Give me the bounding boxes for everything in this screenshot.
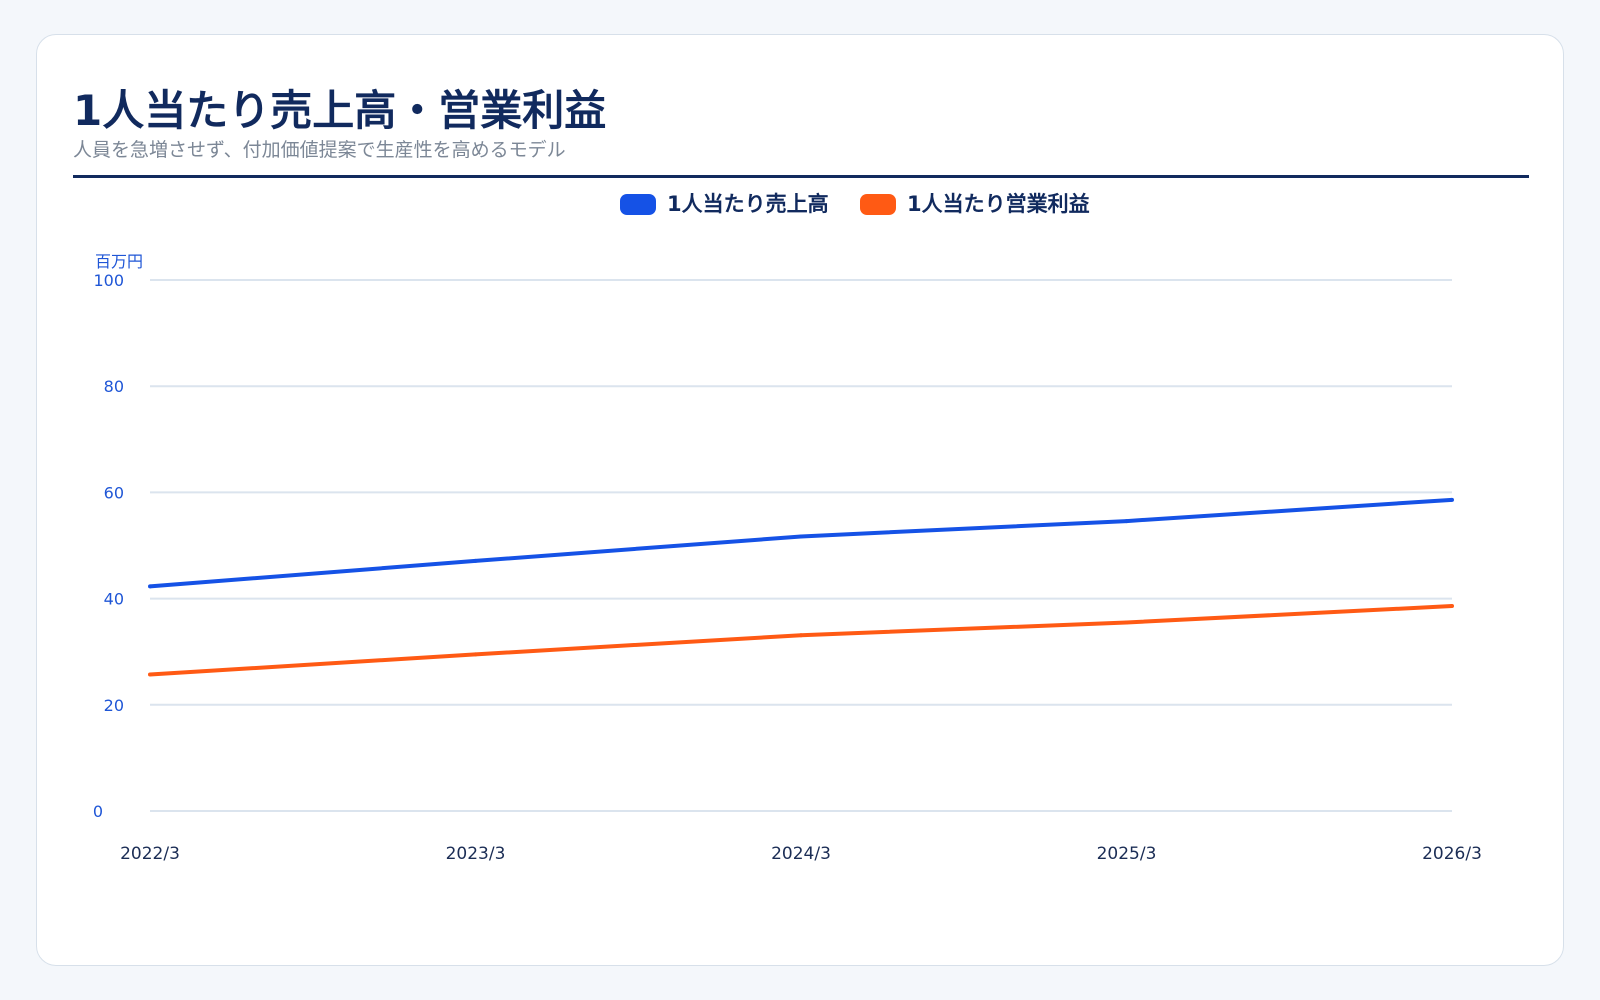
legend-item-sales[interactable]: 1人当たり売上高 (620, 192, 829, 216)
data-point-sales (1124, 519, 1129, 524)
data-point-profit (1124, 620, 1129, 625)
y-tick-label: 80 (104, 377, 124, 396)
series-line-sales (149, 497, 1453, 589)
data-point-profit (148, 672, 152, 677)
y-tick-label: 0 (93, 802, 103, 821)
title-divider (73, 175, 1529, 178)
page-subtitle: 人員を急増させず、付加価値提案で生産性を高めるモデル (73, 139, 566, 161)
y-axis-ticks: 0 20 40 60 80 100 (93, 271, 124, 821)
y-tick-label: 40 (104, 590, 124, 609)
data-point-profit (799, 633, 803, 638)
y-tick-label: 100 (93, 271, 124, 290)
legend-label-profit: 1人当たり営業利益 (907, 192, 1090, 216)
data-point-profit (473, 652, 478, 657)
y-tick-label: 20 (104, 696, 124, 715)
y-axis-unit-label: 百万円 (95, 252, 143, 271)
legend-label-sales: 1人当たり売上高 (667, 192, 829, 216)
data-point-sales (799, 534, 803, 539)
series-lines (148, 497, 1454, 677)
x-tick-label: 2023/3 (446, 844, 506, 864)
x-tick-label: 2022/3 (120, 844, 180, 864)
x-axis-ticks: 2022/3 2023/3 2024/3 2025/3 2026/3 (120, 844, 1482, 864)
gridlines (150, 279, 1452, 812)
page-title: 1人当たり売上高・営業利益 (73, 86, 607, 135)
data-point-sales (473, 558, 478, 563)
data-point-sales (1450, 497, 1454, 502)
series-line-profit (149, 604, 1453, 677)
data-point-sales (148, 584, 152, 589)
x-tick-label: 2025/3 (1097, 844, 1157, 864)
data-point-profit (1450, 604, 1454, 609)
y-tick-label: 60 (104, 483, 124, 502)
legend-item-profit[interactable]: 1人当たり営業利益 (860, 192, 1090, 216)
x-tick-label: 2026/3 (1422, 844, 1482, 864)
x-tick-label: 2024/3 (771, 844, 831, 864)
legend-swatch-sales (620, 194, 656, 215)
legend: 1人当たり売上高 1人当たり営業利益 (620, 192, 1090, 216)
legend-swatch-profit (860, 194, 896, 215)
